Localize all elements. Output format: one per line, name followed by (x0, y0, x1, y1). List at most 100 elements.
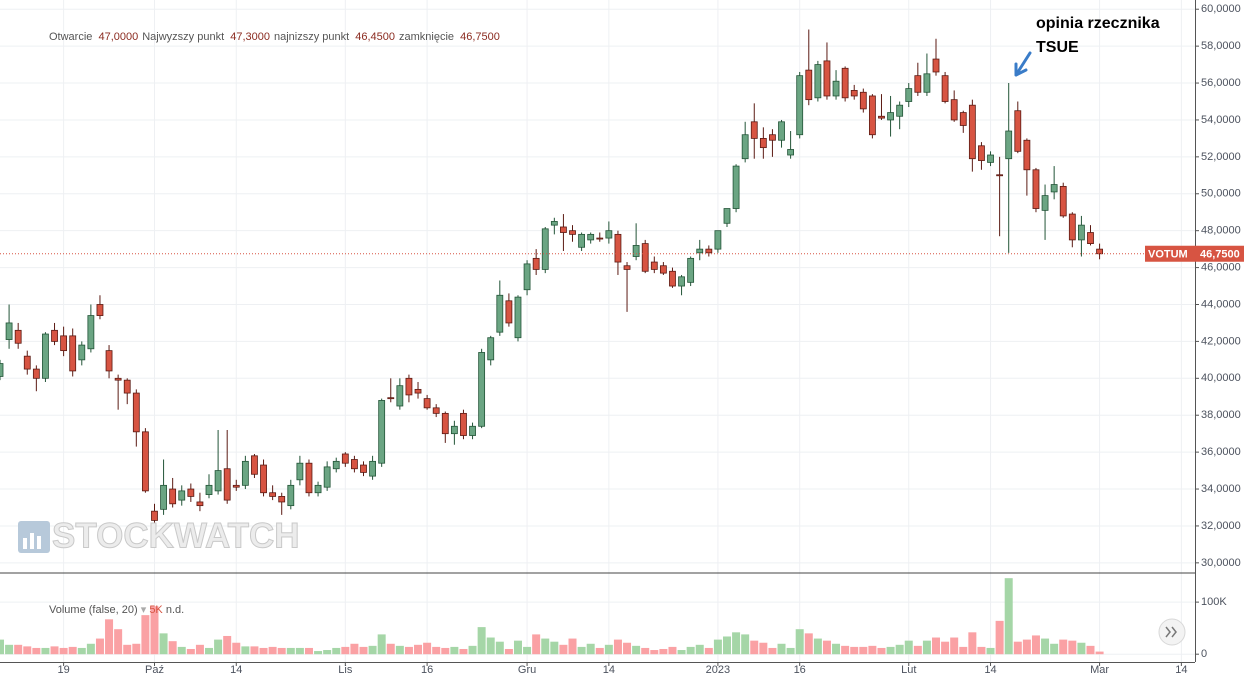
candle-body (832, 80, 840, 97)
candle-body (550, 221, 558, 226)
volume-bar (941, 641, 950, 655)
candle-body (441, 412, 449, 435)
y-tick-label: 60,0000 (1201, 3, 1241, 15)
scroll-button-icon[interactable] (1165, 626, 1177, 638)
volume-bar (504, 648, 513, 655)
annotation-arrow (1014, 51, 1032, 77)
candle-body (323, 466, 331, 488)
volume-bar (577, 646, 586, 655)
candle-body (251, 455, 258, 475)
watermark-icon-bar (23, 538, 27, 549)
volume-bar (759, 642, 768, 655)
volume-bar (541, 638, 550, 655)
volume-bar (186, 648, 195, 655)
candle-body (296, 462, 304, 481)
volume-bar (286, 647, 295, 655)
volume-bar (750, 640, 759, 655)
y-tick-label: 40,0000 (1201, 372, 1241, 384)
candle-body (1005, 130, 1013, 160)
candle-body (687, 257, 695, 283)
candle-body (378, 400, 386, 464)
candle-body (632, 245, 640, 257)
volume-bar (359, 646, 368, 655)
volume-bar (886, 646, 895, 655)
volume-bar (459, 648, 468, 655)
candle-body (560, 226, 567, 233)
candle-body (905, 88, 913, 102)
volume-bar (1004, 578, 1013, 655)
x-tick-label: Paź (145, 664, 164, 676)
x-tick-label: 14 (984, 664, 996, 676)
candle-body (396, 385, 404, 407)
candle-body (432, 407, 440, 414)
candle-body (914, 75, 922, 93)
volume-bar (832, 643, 841, 655)
volume-bar (177, 646, 186, 655)
candle-body (269, 492, 277, 497)
candle-body (505, 300, 513, 324)
candle-body (841, 67, 849, 99)
y-tick-label: 52,0000 (1201, 151, 1241, 163)
volume-bar (950, 637, 959, 655)
volume-bar (959, 646, 968, 655)
volume-bar (850, 646, 859, 655)
volume-bar (195, 644, 204, 655)
candle-body (732, 165, 740, 209)
volume-bar (932, 637, 941, 655)
candle-body (778, 121, 785, 141)
candle-body (959, 112, 967, 126)
volume-bar (841, 645, 850, 655)
volume-bar (241, 646, 250, 655)
x-tick-label: Lis (338, 664, 353, 676)
candle-body (314, 484, 322, 494)
volume-bar (668, 646, 677, 655)
volume-bar (68, 646, 77, 655)
candle-body (987, 154, 994, 163)
volume-bar (722, 636, 731, 655)
candle-body (96, 304, 104, 316)
candle-body (1068, 213, 1076, 241)
volume-bar (1059, 639, 1068, 655)
volume-bar (5, 644, 14, 655)
volume-bar (922, 640, 931, 655)
legend-label: najnizszy punkt (273, 31, 350, 43)
scroll-button-circle[interactable] (1158, 618, 1186, 646)
candle-body (0, 363, 4, 377)
volume-tick-label: 100K (1201, 596, 1227, 608)
volume-bar (414, 644, 423, 655)
volume-last: 5K (149, 604, 163, 616)
volume-bar (995, 620, 1004, 655)
volume-bar (14, 644, 23, 655)
candle-body (69, 335, 77, 372)
candle-body (160, 484, 167, 510)
candle-body (569, 230, 576, 235)
candle-body (859, 91, 867, 110)
candle-body (669, 270, 676, 287)
candle-body (514, 296, 522, 339)
candle-body (214, 470, 222, 492)
volume-bar (813, 638, 822, 655)
volume-bar (1041, 638, 1050, 655)
candle-body (641, 243, 649, 272)
candle-body (623, 265, 631, 270)
volume-bar (132, 643, 141, 655)
volume-bar (550, 641, 559, 655)
volume-bar (713, 639, 722, 655)
scroll-button[interactable] (1158, 618, 1186, 646)
candle-body (114, 377, 122, 381)
volume-bar (1031, 635, 1040, 655)
candle-body (105, 350, 113, 372)
candle-body (141, 431, 149, 492)
volume-legend: Volume (false, 20) ▾ 5K n.d. (49, 604, 185, 616)
x-tick-label: 16 (794, 664, 806, 676)
volume-bar (559, 644, 568, 655)
volume-bar (259, 647, 268, 655)
x-tick-label: Lut (901, 664, 916, 676)
candle-body (659, 265, 667, 274)
volume-bar (1022, 639, 1031, 655)
volume-bar (423, 642, 432, 655)
candle-body (478, 352, 486, 427)
x-tick-label: Gru (518, 664, 536, 676)
volume-bar (295, 647, 304, 655)
candle-body (332, 460, 340, 470)
